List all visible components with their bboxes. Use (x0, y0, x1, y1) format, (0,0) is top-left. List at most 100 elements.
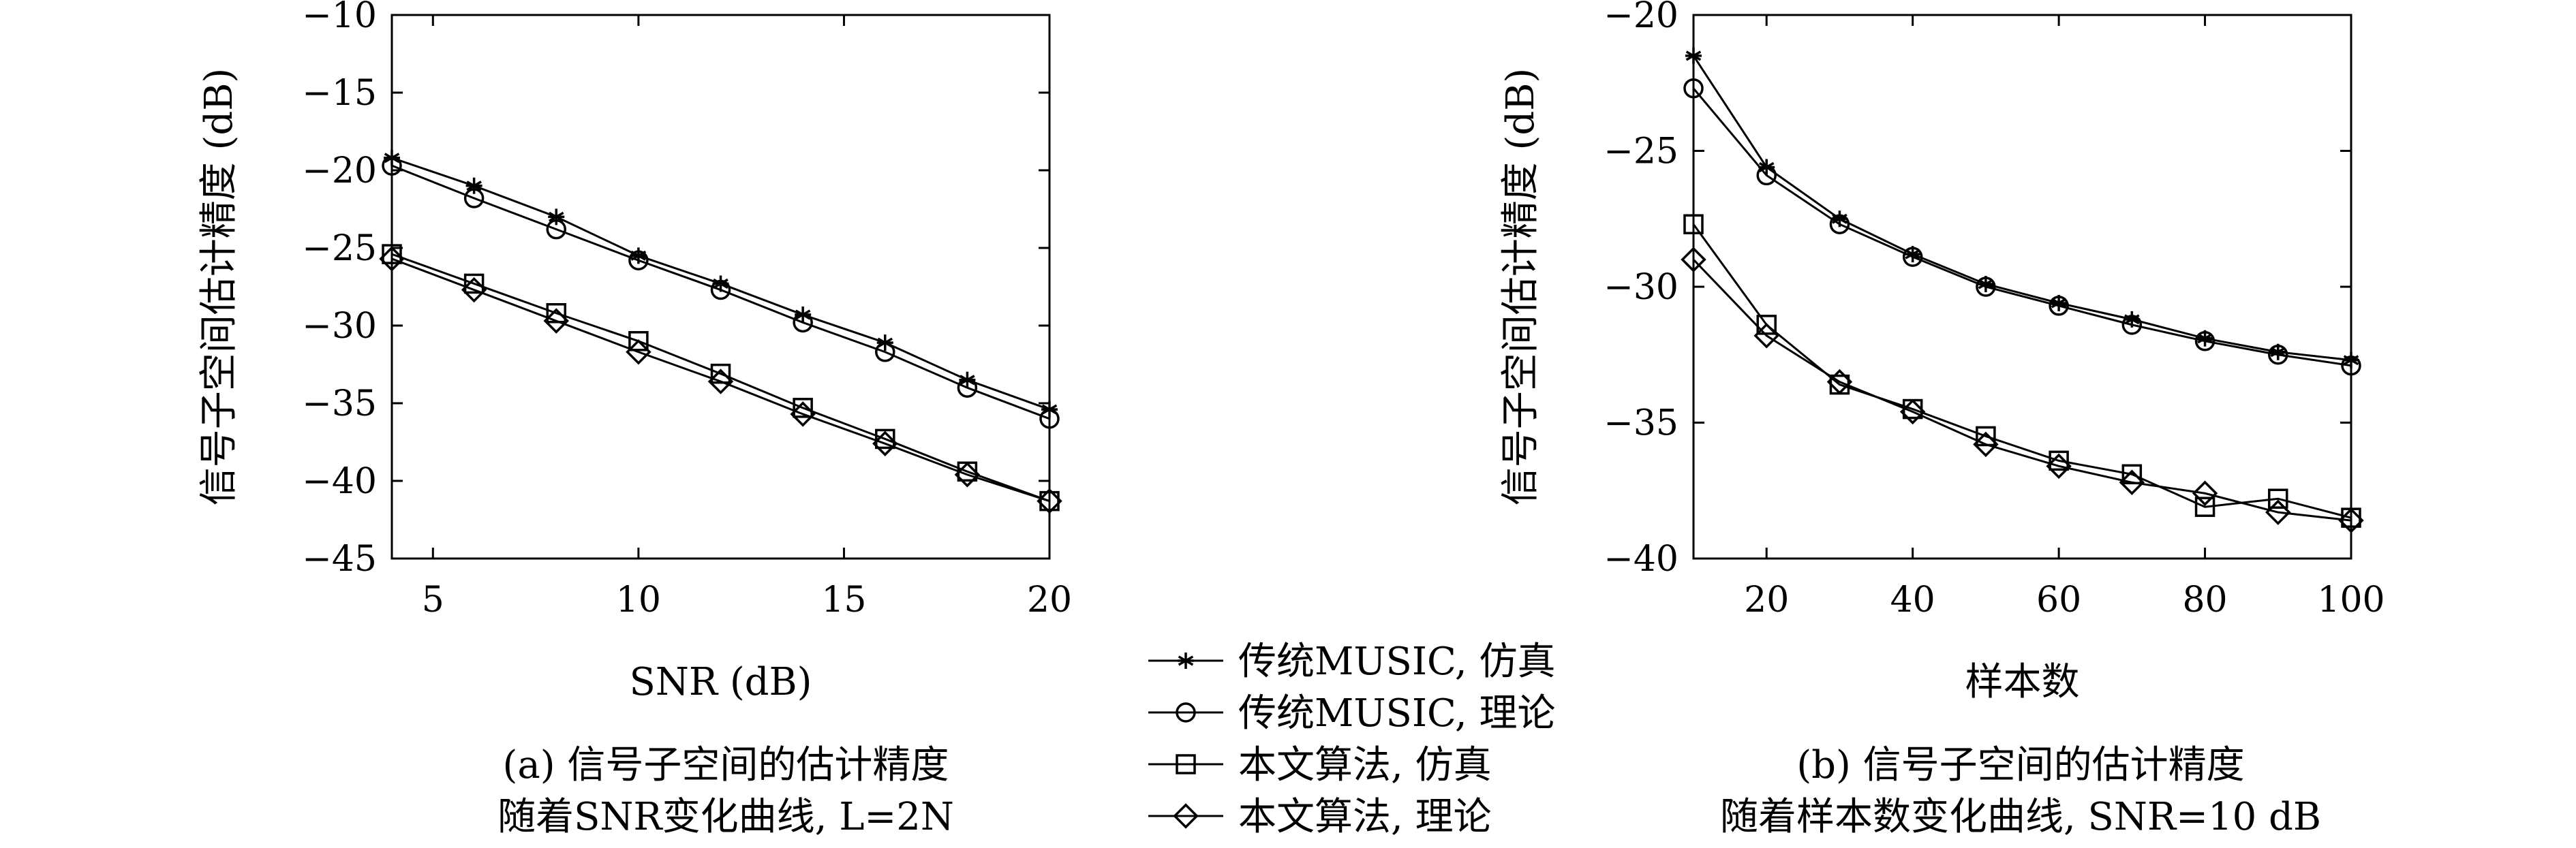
series-3 (379, 246, 1062, 514)
data-point (463, 188, 485, 208)
y-tick-label: −45 (302, 539, 377, 580)
data-point (548, 208, 565, 225)
y-tick-label: −40 (302, 461, 377, 502)
data-point (2123, 311, 2141, 328)
data-point (790, 401, 816, 427)
legend-label: 传统MUSIC, 理论 (1238, 691, 1555, 736)
data-point (2046, 453, 2072, 480)
legend-item: 本文算法, 仿真 (1148, 743, 1492, 787)
legend-marker (1173, 803, 1199, 829)
data-point (957, 377, 978, 398)
data-point (465, 177, 482, 194)
legend-label: 传统MUSIC, 仿真 (1238, 640, 1555, 684)
x-tick-label: 60 (2036, 580, 2081, 621)
data-point (2121, 315, 2143, 335)
caption-line-1: (a) 信号子空间的估计精度 (503, 743, 949, 787)
legend-item: 本文算法, 理论 (1148, 795, 1492, 839)
plot-frame (390, 14, 1051, 560)
legend-label: 本文算法, 仿真 (1238, 743, 1492, 787)
y-tick-label: −25 (1604, 131, 1678, 172)
data-point (1683, 214, 1704, 234)
caption-line-1: (b) 信号子空间的估计精度 (1796, 743, 2244, 787)
data-point (875, 428, 895, 450)
data-point (628, 250, 649, 270)
data-point (2338, 507, 2364, 533)
chart-b: 20 40 60 80 100 −20 −25 −30 −35 −40 样本数 信号子空间估计精度 (… (1499, 0, 2385, 839)
y-tick-label: −35 (1604, 403, 1678, 444)
data-point (543, 308, 569, 334)
x-tick-label: 20 (1027, 580, 1072, 621)
y-tick-label: −10 (302, 0, 377, 36)
data-point (382, 244, 402, 264)
data-point (2119, 469, 2145, 496)
data-point (2341, 355, 2361, 376)
x-tick-label: 5 (422, 580, 444, 621)
series-line (1692, 223, 2352, 519)
legend-item: 传统MUSIC, 理论 (1148, 691, 1555, 736)
data-point (1973, 431, 1999, 458)
caption-line-2: 随着SNR变化曲线, L=2N (497, 795, 954, 839)
series-2 (1683, 214, 2361, 528)
data-point (712, 275, 729, 292)
data-point (630, 247, 647, 264)
y-tick-label: −20 (302, 151, 377, 191)
data-point (382, 155, 402, 176)
x-tick-label: 10 (616, 580, 661, 621)
data-point (1826, 368, 1853, 395)
data-point (1681, 247, 1706, 272)
series-line (1692, 55, 2352, 362)
data-point (2268, 488, 2288, 509)
data-point (707, 368, 734, 394)
legend-marker (1176, 754, 1196, 774)
data-point (2051, 294, 2068, 311)
y-axis-label: 信号子空间估计精度 (dB) (1499, 68, 1543, 506)
data-point (872, 430, 898, 457)
x-tick-label: 15 (821, 580, 866, 621)
series-line (391, 257, 1050, 503)
data-point (628, 331, 649, 351)
y-tick-label: −40 (1604, 539, 1678, 580)
data-point (546, 219, 566, 240)
chart-a: 5 10 15 20 −10 −15 −20 −25 −30 −35 −40 −45 SNR (dB) 信… (197, 0, 1072, 839)
data-point (1753, 323, 1779, 349)
data-point (1902, 247, 1923, 267)
series-line (391, 164, 1050, 420)
data-point (1685, 47, 1702, 64)
x-axis-label: SNR (dB) (629, 660, 812, 704)
series-1 (1683, 78, 2361, 376)
legend-marker (1178, 653, 1194, 669)
series-0 (1685, 47, 2359, 368)
series-line (391, 253, 1050, 503)
x-axis-label: 样本数 (1965, 660, 2080, 704)
data-point (710, 279, 731, 300)
y-tick-label: −30 (1604, 267, 1678, 308)
data-point (2269, 343, 2286, 360)
data-point (1899, 398, 1926, 425)
data-point (1756, 315, 1777, 335)
data-point (2192, 480, 2218, 506)
y-tick-label: −35 (302, 383, 377, 424)
data-point (1977, 276, 1994, 293)
data-point (461, 277, 487, 303)
y-tick-label: −30 (302, 306, 377, 347)
data-point (2196, 330, 2213, 347)
caption-line-2: 随着样本数变化曲线, SNR=10 dB (1720, 795, 2321, 839)
series-line (1692, 87, 2352, 367)
data-point (875, 342, 895, 362)
data-point (2265, 499, 2291, 525)
data-point (1683, 78, 1704, 99)
data-point (1904, 246, 1921, 263)
y-tick-label: −15 (302, 73, 377, 114)
data-point (2343, 351, 2359, 368)
x-tick-label: 20 (1744, 580, 1789, 621)
plot-frame (1692, 14, 2352, 560)
data-point (2194, 497, 2215, 517)
y-tick-label: −25 (302, 228, 377, 269)
data-point (463, 273, 485, 294)
series-1 (382, 155, 1060, 429)
series-0 (384, 149, 1058, 418)
data-point (2049, 450, 2069, 471)
data-point (2194, 331, 2215, 351)
